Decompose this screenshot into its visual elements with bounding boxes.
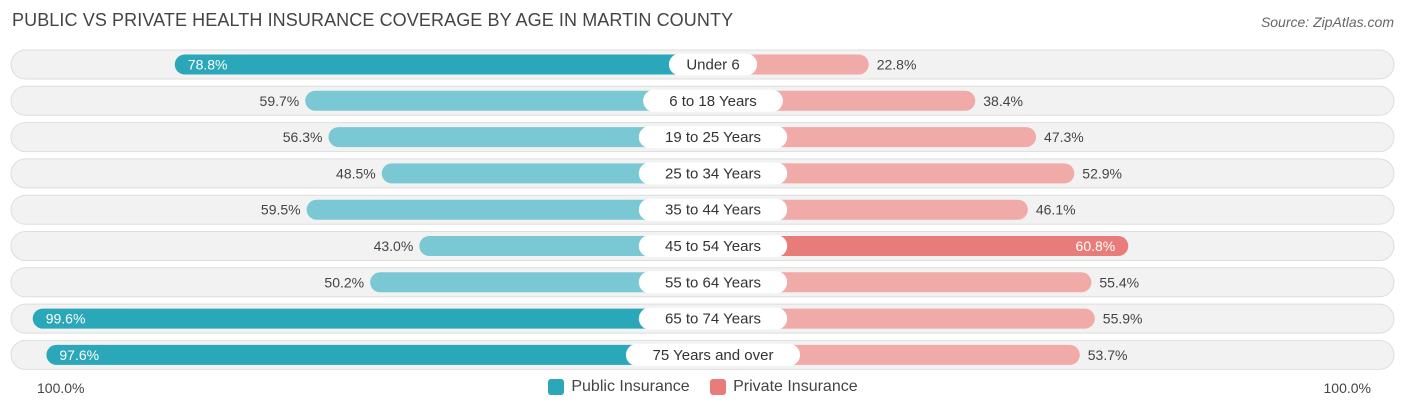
category-label: 55 to 64 Years bbox=[665, 274, 761, 291]
public-bar bbox=[419, 236, 713, 256]
legend-item-private[interactable]: Private Insurance bbox=[710, 378, 858, 396]
private-value-label: 46.1% bbox=[1036, 202, 1076, 218]
axis-right-label: 100.0% bbox=[1323, 380, 1371, 396]
legend-item-public[interactable]: Public Insurance bbox=[548, 378, 690, 396]
public-value-label: 43.0% bbox=[374, 238, 414, 254]
source-label: Source: ZipAtlas.com bbox=[1260, 14, 1394, 30]
category-label: 65 to 74 Years bbox=[665, 311, 761, 328]
public-bar bbox=[305, 90, 713, 111]
private-value-label: 55.9% bbox=[1103, 311, 1143, 327]
legend-swatch-public bbox=[548, 379, 565, 395]
category-pill bbox=[638, 198, 788, 221]
category-label: 25 to 34 Years bbox=[665, 165, 761, 182]
private-value-label: 38.4% bbox=[983, 93, 1023, 109]
category-pill bbox=[638, 126, 788, 149]
legend-label-public: Public Insurance bbox=[571, 378, 690, 395]
category-pill bbox=[638, 235, 788, 257]
axis-left-label: 100.0% bbox=[37, 380, 85, 396]
private-bar bbox=[713, 236, 1129, 256]
category-pill bbox=[638, 271, 788, 294]
private-value-label: 55.4% bbox=[1099, 274, 1139, 290]
private-bar bbox=[713, 344, 1080, 365]
legend: Public Insurance Private Insurance bbox=[0, 378, 1406, 400]
private-bar bbox=[713, 127, 1037, 148]
public-value-label: 99.6% bbox=[46, 311, 86, 327]
category-pill bbox=[638, 307, 788, 330]
category-pill bbox=[625, 343, 801, 366]
public-value-label: 78.8% bbox=[188, 57, 228, 73]
category-label: 45 to 54 Years bbox=[665, 238, 761, 255]
private-bar bbox=[713, 163, 1075, 184]
category-pill bbox=[643, 89, 783, 112]
private-value-label: 52.9% bbox=[1082, 165, 1122, 181]
category-label: 19 to 25 Years bbox=[665, 129, 761, 146]
private-bar bbox=[713, 308, 1095, 329]
category-pill bbox=[638, 162, 788, 185]
category-pill bbox=[668, 53, 758, 76]
public-bar bbox=[32, 308, 714, 329]
public-value-label: 97.6% bbox=[59, 347, 99, 363]
public-value-label: 59.7% bbox=[260, 93, 300, 109]
private-value-label: 60.8% bbox=[1076, 238, 1116, 254]
public-bar bbox=[174, 54, 713, 75]
public-value-label: 48.5% bbox=[336, 165, 376, 181]
public-bar bbox=[381, 163, 713, 184]
category-label: 35 to 44 Years bbox=[665, 202, 761, 219]
category-label: 75 Years and over bbox=[653, 347, 774, 364]
legend-swatch-private bbox=[710, 379, 727, 395]
public-value-label: 56.3% bbox=[283, 129, 323, 145]
private-value-label: 53.7% bbox=[1088, 347, 1128, 363]
private-bar bbox=[713, 199, 1028, 220]
public-bar bbox=[306, 199, 713, 220]
category-label: 6 to 18 Years bbox=[669, 93, 757, 110]
legend-label-private: Private Insurance bbox=[733, 378, 858, 395]
public-bar bbox=[370, 272, 713, 293]
category-label: Under 6 bbox=[686, 57, 739, 74]
chart-title: PUBLIC VS PRIVATE HEALTH INSURANCE COVER… bbox=[12, 10, 734, 30]
private-value-label: 47.3% bbox=[1044, 129, 1084, 145]
private-bar bbox=[713, 272, 1092, 293]
private-value-label: 22.8% bbox=[877, 57, 917, 73]
public-value-label: 50.2% bbox=[324, 274, 364, 290]
public-value-label: 59.5% bbox=[261, 202, 301, 218]
public-bar bbox=[328, 127, 713, 148]
public-bar bbox=[46, 344, 714, 365]
